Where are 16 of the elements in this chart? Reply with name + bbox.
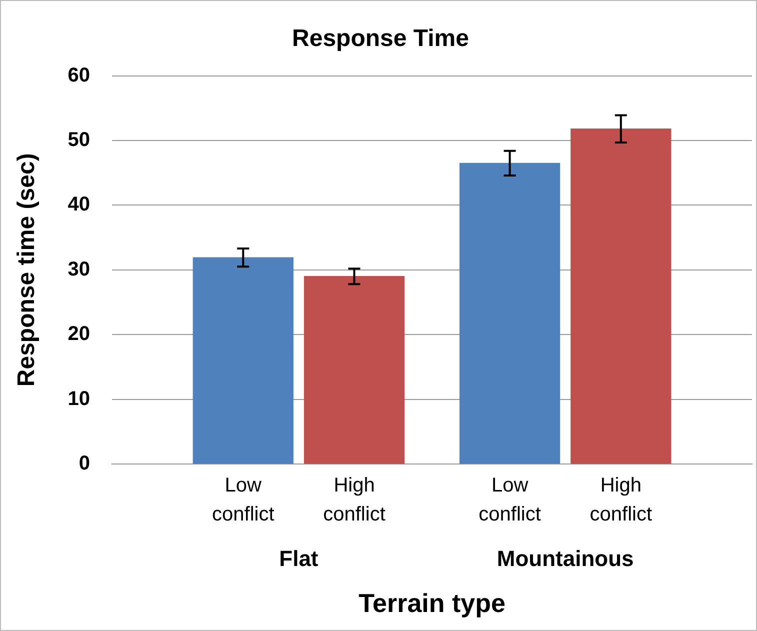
chart-title: Response Time [292,25,469,52]
text: Mountainous [496,546,634,572]
y-tick-label: 20 [68,323,90,346]
y-tick-label: 30 [68,258,90,280]
y-tick-label: 50 [68,129,90,152]
y-tick-label: 10 [68,388,90,410]
y-tick-label: 40 [68,194,90,216]
x-axis-title: Terrain type [358,588,506,618]
y-tick-label: 60 [68,64,90,86]
text: Flat [279,546,319,572]
x-tick-label: Low conflict [212,474,275,526]
x-tick-label: High conflict [323,474,386,526]
x-tick-label: Low conflict [478,474,542,526]
y-axis-title: Response time (sec) [13,153,40,387]
x-tick-label: High conflict [590,474,652,526]
y-tick-label: 0 [78,452,90,475]
